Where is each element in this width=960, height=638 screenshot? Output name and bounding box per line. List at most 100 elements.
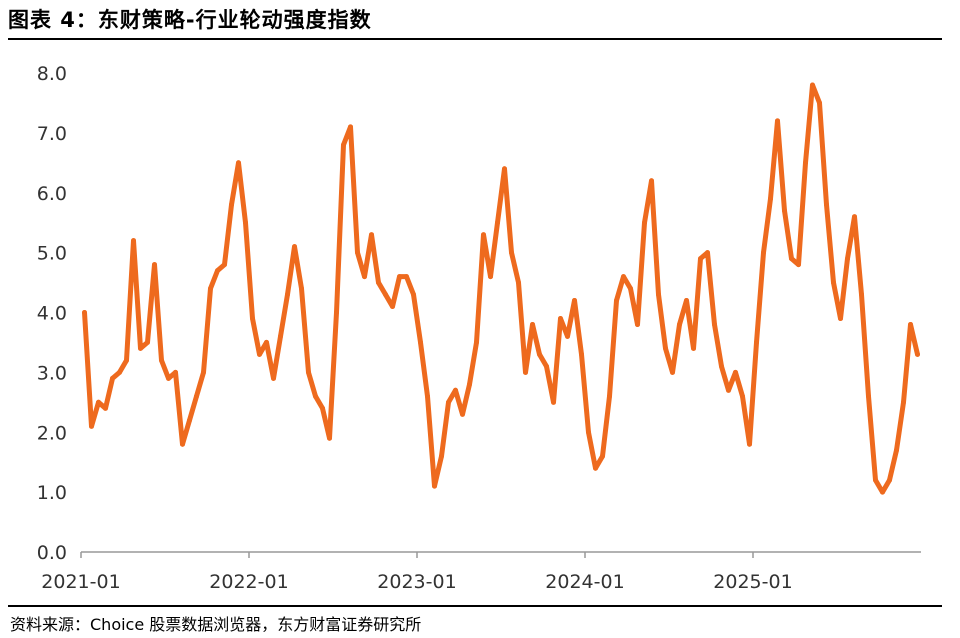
data-point <box>887 477 892 483</box>
data-point <box>908 322 913 327</box>
data-point <box>236 160 241 166</box>
data-point <box>873 477 878 483</box>
y-axis-ticks: 0.0 1.0 2.0 3.0 4.0 5.0 6.0 7.0 8.0 <box>37 63 67 564</box>
data-point <box>600 453 605 459</box>
data-point <box>348 124 353 130</box>
data-point <box>509 250 514 256</box>
data-point <box>656 292 661 297</box>
data-point <box>705 250 710 256</box>
data-point <box>698 256 703 262</box>
line-chart: 0.0 1.0 2.0 3.0 4.0 5.0 6.0 7.0 8.0 2021-01 2022-… <box>37 63 921 593</box>
data-point <box>152 262 157 268</box>
data-point <box>82 310 87 315</box>
data-point <box>691 345 696 351</box>
y-tick-label: 5.0 <box>37 243 67 265</box>
data-point <box>215 268 220 274</box>
data-point <box>572 298 577 303</box>
data-point <box>292 244 297 250</box>
data-point <box>250 316 255 321</box>
data-point <box>817 100 822 106</box>
data-point <box>397 274 402 280</box>
data-point <box>803 160 808 166</box>
data-point <box>754 339 759 345</box>
data-point <box>628 286 633 291</box>
data-point <box>544 363 549 369</box>
data-point <box>145 339 150 345</box>
data-point <box>712 322 717 327</box>
data-point <box>530 322 535 327</box>
data-point <box>789 256 794 262</box>
data-point <box>376 280 381 286</box>
data-point <box>117 369 122 375</box>
y-tick-label: 8.0 <box>37 63 67 85</box>
data-point <box>173 369 178 375</box>
data-point <box>607 393 612 399</box>
data-point <box>453 387 458 393</box>
data-point <box>614 298 619 303</box>
data-point <box>481 232 486 238</box>
data-point <box>621 274 626 280</box>
x-tick-label: 2022-01 <box>209 571 288 593</box>
data-point <box>733 369 738 375</box>
data-point <box>383 292 388 297</box>
data-point <box>110 375 115 381</box>
data-point <box>264 339 269 345</box>
y-tick-label: 7.0 <box>37 123 67 145</box>
data-point <box>901 399 906 405</box>
data-point <box>726 387 731 393</box>
series-points <box>82 82 920 495</box>
data-point <box>474 339 479 345</box>
data-point <box>663 345 668 351</box>
data-point <box>96 399 101 405</box>
data-point <box>341 142 346 148</box>
x-tick-label: 2024-01 <box>545 571 624 593</box>
data-point <box>131 238 136 244</box>
data-point <box>229 202 234 208</box>
data-point <box>782 208 787 214</box>
data-point <box>201 369 206 375</box>
data-point <box>180 441 185 447</box>
data-point <box>432 483 437 489</box>
data-point <box>334 310 339 315</box>
data-point <box>796 262 801 268</box>
data-point <box>558 316 563 321</box>
data-point <box>187 417 192 423</box>
data-point <box>495 220 500 226</box>
data-point <box>390 304 395 309</box>
data-point <box>320 405 325 411</box>
y-tick-label: 6.0 <box>37 183 67 205</box>
data-point <box>103 405 108 411</box>
title-rule <box>8 38 942 40</box>
data-point <box>831 280 836 286</box>
data-point <box>586 429 591 435</box>
data-point <box>299 286 304 291</box>
x-tick-label: 2025-01 <box>713 571 792 593</box>
data-point <box>740 393 745 399</box>
data-point <box>418 339 423 345</box>
data-point <box>502 166 507 172</box>
y-tick-label: 1.0 <box>37 482 67 504</box>
data-point <box>306 369 311 375</box>
data-point <box>369 232 374 238</box>
data-point <box>810 82 815 88</box>
data-point <box>866 393 871 399</box>
data-point <box>313 393 318 399</box>
data-point <box>768 196 773 202</box>
data-point <box>719 363 724 369</box>
data-point <box>327 435 332 441</box>
data-point <box>565 333 570 339</box>
x-axis-ticks: 2021-01 2022-01 2023-01 2024-01 2025-01 <box>41 552 793 593</box>
data-point <box>684 298 689 303</box>
data-point <box>159 357 164 363</box>
data-point <box>775 118 780 124</box>
data-point <box>824 202 829 208</box>
data-point <box>523 369 528 375</box>
data-point <box>222 262 227 268</box>
data-point <box>138 345 143 351</box>
data-point <box>593 465 598 471</box>
data-point <box>649 178 654 184</box>
source-rule <box>8 605 942 607</box>
data-point <box>89 423 94 429</box>
data-point <box>635 322 640 327</box>
data-point <box>243 220 248 226</box>
